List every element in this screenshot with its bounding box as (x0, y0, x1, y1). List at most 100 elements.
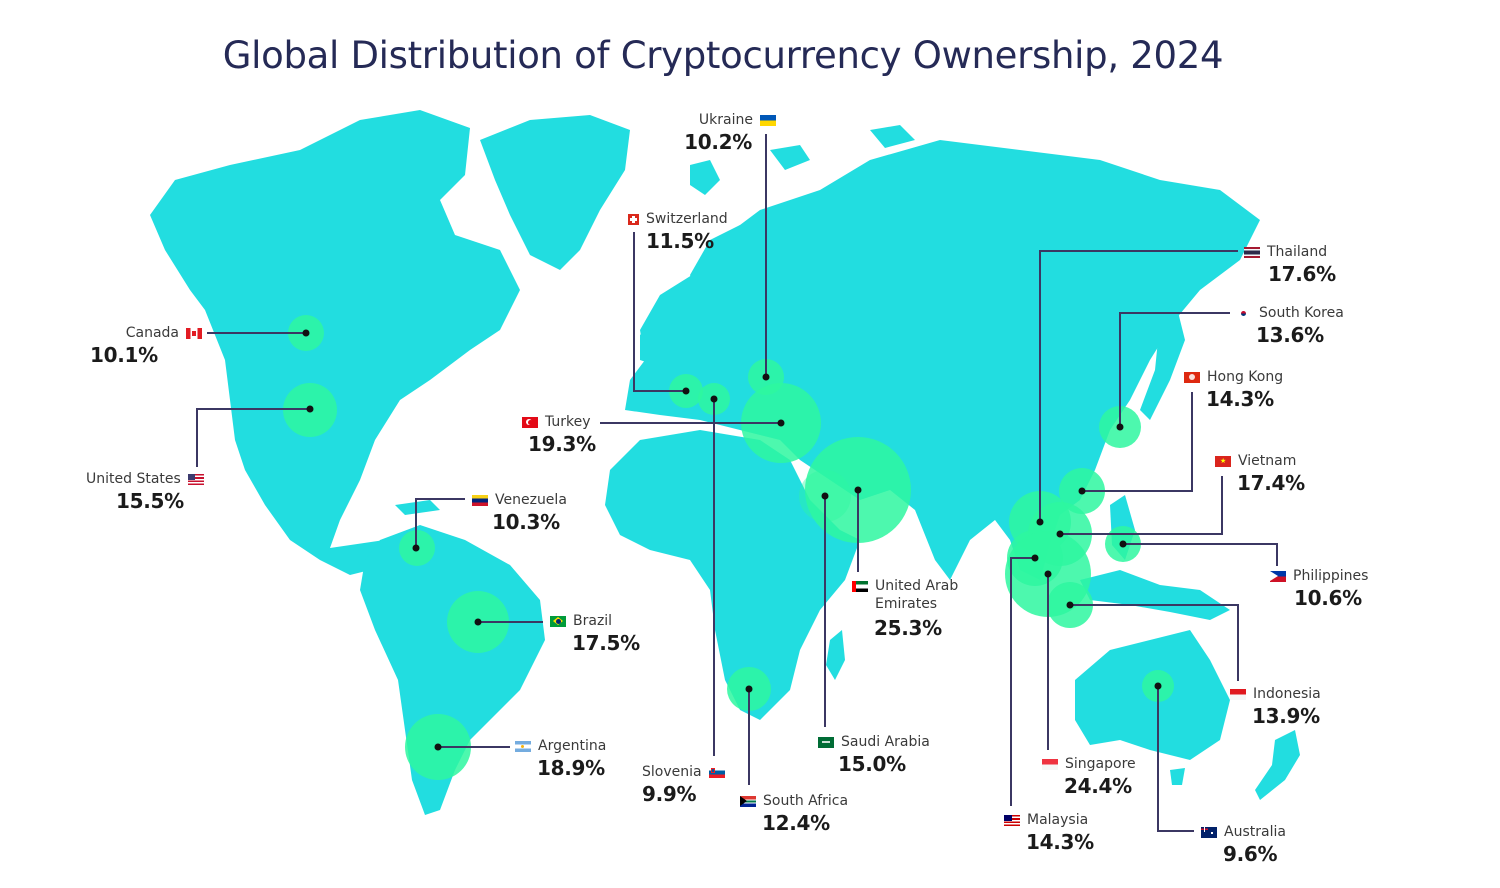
flag-philippines-icon (1270, 570, 1286, 582)
country-value: 13.6% (1256, 323, 1324, 347)
leader-switzerland (633, 232, 686, 392)
land-japan (1140, 300, 1185, 420)
country-value: 9.9% (642, 782, 697, 806)
label-ukraine: Ukraine 10.2% (660, 111, 776, 155)
country-value: 9.6% (1223, 842, 1278, 866)
country-value: 24.4% (1064, 774, 1132, 798)
land-greenland (480, 115, 630, 270)
leader-malaysia (1010, 557, 1035, 806)
leader-australia (1157, 686, 1194, 832)
land-africa (605, 430, 860, 720)
dot-us (306, 405, 314, 413)
flag-thailand-icon (1244, 246, 1260, 258)
country-name: United States (86, 471, 181, 487)
country-name: Malaysia (1027, 812, 1089, 828)
label-brazil: Brazil 17.5% (550, 612, 640, 656)
land-scandinavia (690, 225, 760, 310)
country-name: Turkey (545, 414, 591, 430)
country-name: Thailand (1267, 244, 1328, 260)
country-value: 25.3% (874, 616, 942, 640)
label-slovenia: Slovenia 9.9% (642, 763, 725, 807)
country-name: South Korea (1259, 305, 1344, 321)
flag-malaysia-icon (1004, 814, 1020, 826)
flag-uae-icon (852, 581, 868, 592)
country-name: Venezuela (495, 492, 567, 508)
country-value: 10.3% (492, 510, 560, 534)
dot-brazil (474, 618, 482, 626)
flag-venezuela-icon (472, 494, 488, 506)
flag-turkey-icon (522, 416, 538, 428)
country-value: 15.5% (116, 489, 184, 513)
dot-argentina (434, 743, 442, 751)
leader-us (196, 408, 310, 467)
chart-title: Global Distribution of Cryptocurrency Ow… (222, 34, 1224, 77)
country-value: 17.5% (572, 631, 640, 655)
country-value: 13.9% (1252, 704, 1320, 728)
country-name: Ukraine (698, 112, 753, 128)
dot-turkey (777, 419, 785, 427)
label-indonesia: Indonesia 13.9% (1230, 685, 1321, 729)
flag-brazil-icon (550, 615, 566, 627)
country-name-line1: United Arab (875, 578, 959, 594)
country-value: 10.2% (684, 130, 752, 154)
flag-singapore-icon (1042, 758, 1058, 770)
flag-indonesia-icon (1230, 688, 1246, 700)
leader-philippines (1123, 543, 1278, 566)
country-name: Canada (125, 325, 179, 341)
country-name: South Africa (763, 793, 849, 809)
flag-slovenia-icon (708, 766, 725, 778)
dot-uae (854, 486, 862, 494)
land-new-zealand (1255, 730, 1300, 800)
dot-malaysia (1031, 554, 1039, 562)
country-name: Saudi Arabia (841, 734, 930, 750)
flag-switzerland-icon (628, 213, 639, 225)
dot-south-africa (745, 685, 753, 693)
country-name: Slovenia (642, 764, 702, 780)
dot-switzerland (682, 387, 690, 395)
label-singapore: Singapore 24.4% (1042, 755, 1136, 799)
label-australia: Australia 9.6% (1201, 823, 1286, 867)
flag-australia-icon (1201, 826, 1217, 838)
country-value: 11.5% (646, 229, 714, 253)
land-caribbean (395, 500, 440, 515)
country-name: Hong Kong (1207, 369, 1284, 385)
flag-south-korea-icon (1236, 307, 1252, 319)
country-name: Vietnam (1238, 453, 1297, 469)
flag-hong-kong-icon (1184, 371, 1200, 383)
dot-slovenia (710, 395, 718, 403)
country-name: Singapore (1065, 756, 1136, 772)
country-value: 18.9% (537, 756, 605, 780)
country-value: 17.4% (1237, 471, 1305, 495)
label-malaysia: Malaysia 14.3% (1004, 811, 1094, 855)
label-canada: Canada 10.1% (90, 324, 202, 368)
flag-us-icon (187, 473, 204, 485)
land-south-america (360, 525, 545, 815)
label-us: United States 15.5% (86, 470, 204, 514)
dot-vietnam (1056, 530, 1064, 538)
country-name: Philippines (1293, 568, 1369, 584)
flag-ukraine-icon (760, 114, 776, 126)
label-vietnam: ★ Vietnam 17.4% (1215, 452, 1305, 496)
flag-south-africa-icon (740, 795, 756, 807)
dot-venezuela (412, 544, 420, 552)
country-name: Argentina (538, 738, 607, 754)
dot-hongkong (1078, 487, 1086, 495)
country-name: Switzerland (646, 211, 728, 227)
country-value: 10.1% (90, 343, 158, 367)
leader-hongkong (1082, 392, 1193, 492)
flag-argentina-icon (515, 740, 531, 752)
country-value: 15.0% (838, 752, 906, 776)
land-arctic-isles (770, 145, 810, 170)
label-thailand: Thailand 17.6% (1244, 243, 1336, 287)
country-name: Brazil (573, 613, 613, 629)
land-north-america (150, 110, 520, 575)
label-saudi: Saudi Arabia 15.0% (818, 733, 930, 777)
country-value: 17.6% (1268, 262, 1336, 286)
label-argentina: Argentina 18.9% (515, 737, 606, 781)
label-korea: South Korea 13.6% (1236, 304, 1344, 348)
leader-vietnam (1060, 476, 1223, 535)
land-svalbard (690, 160, 720, 195)
land-uk (640, 320, 665, 365)
country-name-line2: Emirates (875, 596, 938, 612)
